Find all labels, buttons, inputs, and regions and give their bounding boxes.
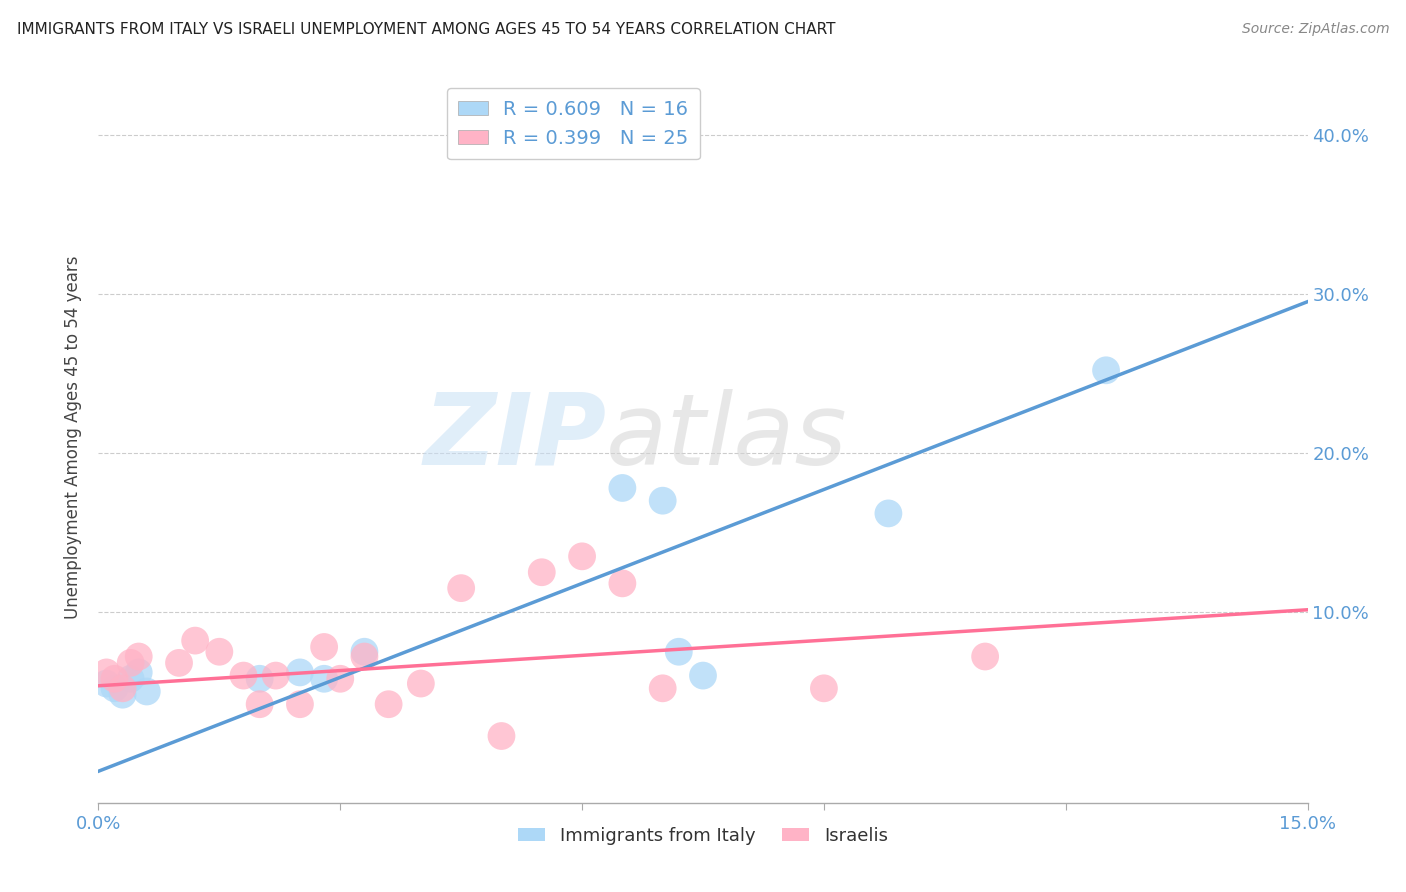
Y-axis label: Unemployment Among Ages 45 to 54 years: Unemployment Among Ages 45 to 54 years (65, 255, 83, 619)
Point (329, 672, 352, 686)
Point (813, 681, 835, 696)
Point (974, 649, 997, 664)
Point (1095, 363, 1118, 377)
Point (877, 507, 900, 521)
Point (409, 676, 432, 690)
Point (288, 665, 311, 680)
Legend: Immigrants from Italy, Israelis: Immigrants from Italy, Israelis (510, 820, 896, 852)
Point (450, 581, 472, 595)
Point (249, 697, 271, 711)
Point (103, 672, 125, 686)
Point (249, 672, 271, 686)
Point (353, 645, 375, 659)
Point (120, 656, 142, 670)
Point (612, 481, 634, 495)
Point (314, 640, 336, 654)
Point (96, 665, 118, 680)
Point (128, 665, 150, 680)
Point (120, 672, 142, 686)
Point (167, 656, 190, 670)
Text: IMMIGRANTS FROM ITALY VS ISRAELI UNEMPLOYMENT AMONG AGES 45 TO 54 YEARS CORRELAT: IMMIGRANTS FROM ITALY VS ISRAELI UNEMPLO… (17, 22, 835, 37)
Point (103, 681, 125, 696)
Point (651, 493, 673, 508)
Point (264, 668, 287, 682)
Point (612, 576, 634, 591)
Point (111, 688, 134, 702)
Point (491, 729, 513, 743)
Point (530, 566, 553, 580)
Point (668, 645, 690, 659)
Point (651, 681, 673, 696)
Point (692, 668, 714, 682)
Text: ZIP: ZIP (423, 389, 606, 485)
Text: Source: ZipAtlas.com: Source: ZipAtlas.com (1241, 22, 1389, 37)
Point (135, 684, 157, 698)
Point (353, 649, 375, 664)
Point (232, 668, 254, 682)
Point (288, 697, 311, 711)
Point (208, 645, 231, 659)
Point (314, 672, 336, 686)
Point (571, 549, 593, 564)
Text: atlas: atlas (606, 389, 848, 485)
Point (128, 649, 150, 664)
Point (111, 681, 134, 696)
Point (96, 676, 118, 690)
Point (377, 697, 399, 711)
Point (184, 633, 207, 648)
